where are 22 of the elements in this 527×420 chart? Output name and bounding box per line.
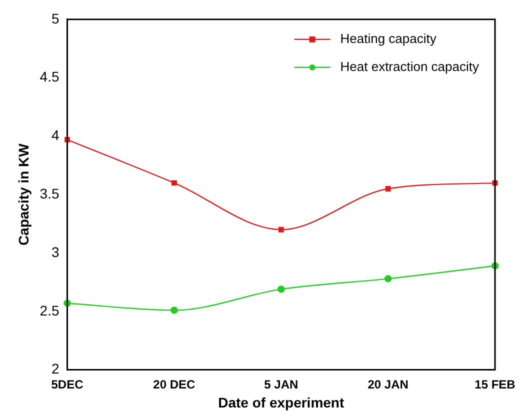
y-tick-label: 4.5 [40,68,60,85]
x-axis-title: Date of experiment [218,394,344,410]
legend-label: Heating capacity [340,30,437,46]
x-tick-label: 5DEC [51,377,84,392]
x-tick-label: 15 FEB [474,377,516,392]
x-tick-label: 5 JAN [264,377,298,392]
point [170,306,178,314]
y-tick-label: 5 [51,10,60,26]
x-tick-label: 20 JAN [368,377,408,392]
y-tick-label: 4 [51,127,60,144]
point [278,226,284,232]
y-tick-label: 3.5 [40,185,60,202]
point [385,186,391,192]
point [171,180,177,186]
legend-label: Heat extraction capacity [340,58,480,74]
point [384,275,392,282]
y-tick-label: 2.5 [40,302,60,318]
point [278,286,285,293]
y-tick-label: 3 [51,244,60,260]
x-tick-label: 20 DEC [153,377,196,392]
y-axis-title: Capacity in KW [15,142,32,246]
y-tick-label: 2 [51,360,60,377]
